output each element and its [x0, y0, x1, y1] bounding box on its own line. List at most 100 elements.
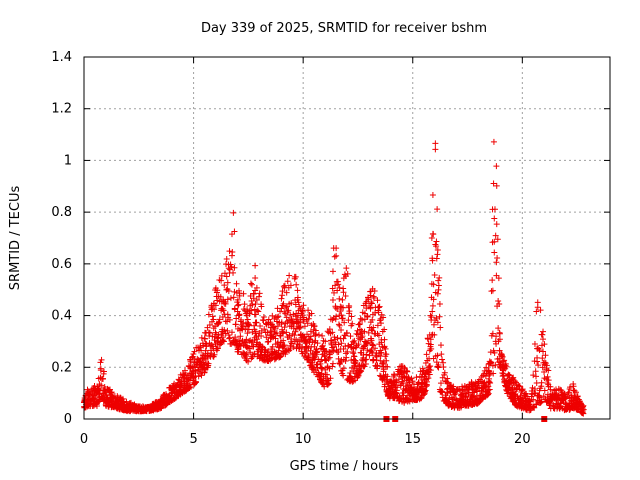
data-point [434, 319, 441, 326]
data-point [409, 378, 416, 385]
data-point [331, 334, 338, 341]
data-point [237, 333, 244, 340]
data-point [470, 392, 477, 399]
data-point [233, 280, 240, 287]
data-point [333, 245, 340, 252]
data-point [287, 311, 294, 318]
data-point [295, 299, 302, 306]
data-point [533, 401, 540, 408]
data-point [263, 334, 270, 341]
data-point [224, 279, 231, 286]
data-point [356, 320, 363, 327]
data-point [434, 363, 441, 370]
data-point [432, 140, 439, 147]
data-point [336, 322, 343, 329]
data-point [503, 363, 510, 370]
data-point [431, 331, 438, 338]
data-point [339, 315, 346, 322]
data-point [293, 281, 300, 288]
data-point [423, 351, 430, 358]
data-point [427, 336, 434, 343]
data-point [255, 293, 262, 300]
data-point [370, 324, 377, 331]
data-point [347, 369, 354, 376]
data-point [198, 334, 205, 341]
data-point [364, 313, 371, 320]
data-point [376, 303, 383, 310]
data-point [493, 259, 500, 266]
y-tick-label: 0.2 [51, 360, 72, 375]
data-point [536, 347, 543, 354]
data-point [408, 375, 415, 382]
data-point [516, 383, 523, 390]
data-point [351, 353, 358, 360]
data-point [491, 238, 498, 245]
data-point [495, 325, 502, 332]
data-point [299, 308, 306, 315]
data-point [242, 339, 249, 346]
data-point [341, 319, 348, 326]
data-point [326, 326, 333, 333]
data-point [329, 363, 336, 370]
y-axis-label: SRMTID / TECUs [8, 186, 23, 291]
data-point [314, 340, 321, 347]
x-tick-label: 5 [189, 432, 197, 447]
data-point [255, 308, 262, 315]
data-point [221, 327, 228, 334]
data-point [322, 338, 329, 345]
data-point [537, 399, 544, 406]
data-point [433, 255, 440, 262]
data-point [302, 337, 309, 344]
data-point [212, 302, 219, 309]
data-point [580, 406, 587, 413]
data-point [494, 255, 501, 262]
data-point [493, 163, 500, 170]
data-point [231, 264, 238, 271]
data-point [247, 292, 254, 299]
data-point [257, 322, 264, 329]
data-point [436, 300, 443, 307]
data-point [433, 315, 440, 322]
data-point [329, 297, 336, 304]
data-point [421, 391, 428, 398]
data-point [378, 349, 385, 356]
data-point [280, 337, 287, 344]
data-point [374, 362, 381, 369]
data-point [317, 360, 324, 367]
data-point [234, 302, 241, 309]
data-point [532, 368, 539, 375]
data-point [334, 306, 341, 313]
data-point [555, 392, 562, 399]
data-point [491, 215, 498, 222]
data-point [226, 335, 233, 342]
data-point [455, 386, 462, 393]
data-point [331, 289, 338, 296]
data-point [315, 331, 322, 338]
data-point [427, 363, 434, 370]
data-point [366, 303, 373, 310]
data-point [278, 319, 285, 326]
data-point [206, 329, 213, 336]
data-point [300, 302, 307, 309]
data-point [337, 308, 344, 315]
data-point [280, 283, 287, 290]
data-point [297, 324, 304, 331]
data-point [382, 345, 389, 352]
data-point [369, 316, 376, 323]
x-tick-label: 20 [514, 432, 531, 447]
data-point [238, 316, 245, 323]
grid [84, 57, 610, 419]
data-point [493, 221, 500, 228]
data-point [279, 288, 286, 295]
y-tick-label: 1.4 [51, 50, 72, 65]
data-point [329, 329, 336, 336]
x-axis-ticks: 0 5 10 15 20 [80, 57, 531, 447]
data-point [374, 297, 381, 304]
data-point [539, 331, 546, 338]
data-point [395, 376, 402, 383]
data-point [281, 282, 288, 289]
data-point [440, 364, 447, 371]
data-point [278, 295, 285, 302]
data-point [261, 326, 268, 333]
data-point [220, 338, 227, 345]
